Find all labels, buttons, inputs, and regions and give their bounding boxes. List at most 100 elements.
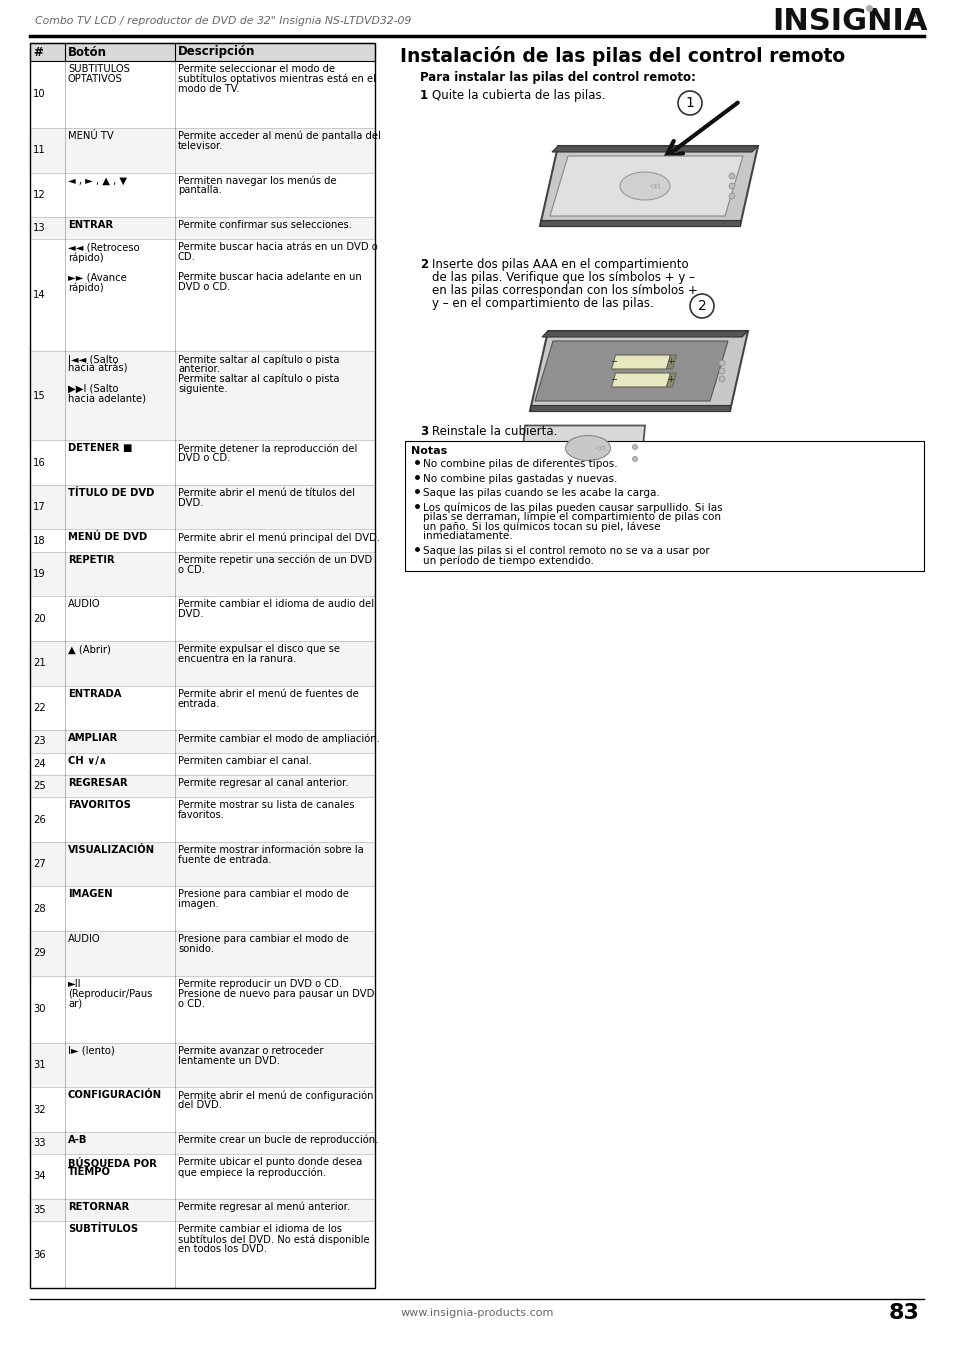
Bar xyxy=(30,1221,375,1288)
Text: ◁◁: ◁◁ xyxy=(594,444,605,451)
Bar xyxy=(30,218,375,239)
Text: REGRESAR: REGRESAR xyxy=(68,778,128,788)
Text: No combine pilas de diferentes tipos.: No combine pilas de diferentes tipos. xyxy=(422,459,617,469)
Text: MENÚ DE DVD: MENÚ DE DVD xyxy=(68,532,147,543)
Text: I◄◄ (Salto: I◄◄ (Salto xyxy=(68,354,118,363)
Text: REPETIR: REPETIR xyxy=(68,555,114,565)
Text: Permite buscar hacia atrás en un DVD o: Permite buscar hacia atrás en un DVD o xyxy=(178,242,377,253)
Bar xyxy=(30,1154,375,1198)
Text: FAVORITOS: FAVORITOS xyxy=(68,800,131,811)
Text: lentamente un DVD.: lentamente un DVD. xyxy=(178,1055,280,1066)
Polygon shape xyxy=(539,146,758,226)
Text: 2: 2 xyxy=(697,299,705,313)
Text: Descripción: Descripción xyxy=(178,46,255,58)
Text: Permite expulsar el disco que se: Permite expulsar el disco que se xyxy=(178,644,339,654)
Text: Los químicos de las pilas pueden causar sarpullido. Si las: Los químicos de las pilas pueden causar … xyxy=(422,503,721,513)
Text: Permite abrir el menú de configuración: Permite abrir el menú de configuración xyxy=(178,1090,374,1101)
Text: pilas se derraman, limpie el compartimiento de pilas con: pilas se derraman, limpie el compartimie… xyxy=(422,512,720,521)
Text: o CD.: o CD. xyxy=(178,565,205,574)
Text: 13: 13 xyxy=(33,223,46,234)
Text: Permite abrir el menú de fuentes de: Permite abrir el menú de fuentes de xyxy=(178,689,358,698)
Text: RETORNAR: RETORNAR xyxy=(68,1202,129,1212)
Text: 21: 21 xyxy=(33,658,46,669)
Text: Reinstale la cubierta.: Reinstale la cubierta. xyxy=(432,426,557,438)
Polygon shape xyxy=(611,373,670,386)
Text: +: + xyxy=(666,358,673,366)
Text: Permite cambiar el modo de ampliación.: Permite cambiar el modo de ampliación. xyxy=(178,734,379,744)
Text: Permite ubicar el punto donde desea: Permite ubicar el punto donde desea xyxy=(178,1158,362,1167)
Text: y – en el compartimiento de las pilas.: y – en el compartimiento de las pilas. xyxy=(432,297,653,309)
Text: anterior.: anterior. xyxy=(178,363,220,374)
Text: Instalación de las pilas del control remoto: Instalación de las pilas del control rem… xyxy=(399,46,844,66)
Text: TIEMPO: TIEMPO xyxy=(68,1167,111,1177)
Text: Permite avanzar o retroceder: Permite avanzar o retroceder xyxy=(178,1046,323,1055)
Text: DVD o CD.: DVD o CD. xyxy=(178,453,230,463)
Polygon shape xyxy=(666,355,676,369)
Text: Permite detener la reproducción del: Permite detener la reproducción del xyxy=(178,443,357,454)
Text: −: − xyxy=(609,376,617,385)
Text: DVD.: DVD. xyxy=(178,497,203,508)
Text: ▶▶I (Salto: ▶▶I (Salto xyxy=(68,384,118,394)
Polygon shape xyxy=(530,331,747,411)
Text: Permite regresar al menú anterior.: Permite regresar al menú anterior. xyxy=(178,1202,350,1212)
Text: Notas: Notas xyxy=(411,446,447,457)
Text: DETENER ■: DETENER ■ xyxy=(68,443,132,453)
Text: ►II: ►II xyxy=(68,978,81,989)
Bar xyxy=(30,1198,375,1221)
Text: Permite reproducir un DVD o CD.: Permite reproducir un DVD o CD. xyxy=(178,978,342,989)
Text: SUBTÍTULOS: SUBTÍTULOS xyxy=(68,1224,138,1233)
Text: modo de TV.: modo de TV. xyxy=(178,84,239,93)
Text: en todos los DVD.: en todos los DVD. xyxy=(178,1244,267,1254)
Bar xyxy=(30,686,375,731)
Text: +: + xyxy=(666,376,673,385)
Polygon shape xyxy=(552,146,758,153)
Text: 14: 14 xyxy=(33,290,46,300)
Text: 36: 36 xyxy=(33,1250,46,1259)
Bar xyxy=(30,1132,375,1154)
Text: ar): ar) xyxy=(68,998,82,1009)
Polygon shape xyxy=(519,426,644,481)
Polygon shape xyxy=(541,331,747,336)
Text: Para instalar las pilas del control remoto:: Para instalar las pilas del control remo… xyxy=(419,72,695,84)
Bar xyxy=(30,485,375,530)
Text: −: − xyxy=(609,358,617,366)
Text: Saque las pilas si el control remoto no se va a usar por: Saque las pilas si el control remoto no … xyxy=(422,546,709,555)
Text: Permite regresar al canal anterior.: Permite regresar al canal anterior. xyxy=(178,778,348,788)
Circle shape xyxy=(719,367,724,374)
Bar xyxy=(30,731,375,753)
Text: un paño. Si los químicos tocan su piel, lávese: un paño. Si los químicos tocan su piel, … xyxy=(422,521,659,532)
Text: Permite seleccionar el modo de: Permite seleccionar el modo de xyxy=(178,63,335,74)
Text: fuente de entrada.: fuente de entrada. xyxy=(178,855,272,865)
Text: 10: 10 xyxy=(33,89,46,100)
Text: 12: 12 xyxy=(33,190,46,200)
Circle shape xyxy=(728,193,734,199)
Polygon shape xyxy=(539,220,740,226)
Text: Permite mostrar información sobre la: Permite mostrar información sobre la xyxy=(178,844,363,855)
Bar xyxy=(30,640,375,686)
Text: 16: 16 xyxy=(33,458,46,467)
Text: AUDIO: AUDIO xyxy=(68,934,100,944)
Bar xyxy=(30,1088,375,1132)
Text: Combo TV LCD / reproductor de DVD de 32" Insignia NS-LTDVD32-09: Combo TV LCD / reproductor de DVD de 32"… xyxy=(35,16,411,26)
Text: CD.: CD. xyxy=(178,253,195,262)
Text: VISUALIZACIÓN: VISUALIZACIÓN xyxy=(68,844,155,855)
Text: Saque las pilas cuando se les acabe la carga.: Saque las pilas cuando se les acabe la c… xyxy=(422,488,659,499)
Text: SUBTITULOS: SUBTITULOS xyxy=(68,63,130,74)
Circle shape xyxy=(719,359,724,366)
Text: hacia atrás): hacia atrás) xyxy=(68,363,128,374)
Text: entrada.: entrada. xyxy=(178,698,220,708)
Text: Permite confirmar sus selecciones.: Permite confirmar sus selecciones. xyxy=(178,220,352,230)
Text: Permite abrir el menú de títulos del: Permite abrir el menú de títulos del xyxy=(178,488,355,499)
Bar xyxy=(30,1043,375,1088)
Text: 31: 31 xyxy=(33,1061,46,1070)
Text: pantalla.: pantalla. xyxy=(178,185,222,196)
Polygon shape xyxy=(611,355,670,369)
Bar xyxy=(405,440,923,570)
Text: Permite saltar al capítulo o pista: Permite saltar al capítulo o pista xyxy=(178,374,339,385)
Bar xyxy=(30,842,375,886)
Text: ◄◄ (Retroceso: ◄◄ (Retroceso xyxy=(68,242,139,253)
Bar xyxy=(30,173,375,218)
Bar xyxy=(30,43,375,1288)
Text: CH ∨/∧: CH ∨/∧ xyxy=(68,755,107,766)
Text: 25: 25 xyxy=(33,781,46,792)
